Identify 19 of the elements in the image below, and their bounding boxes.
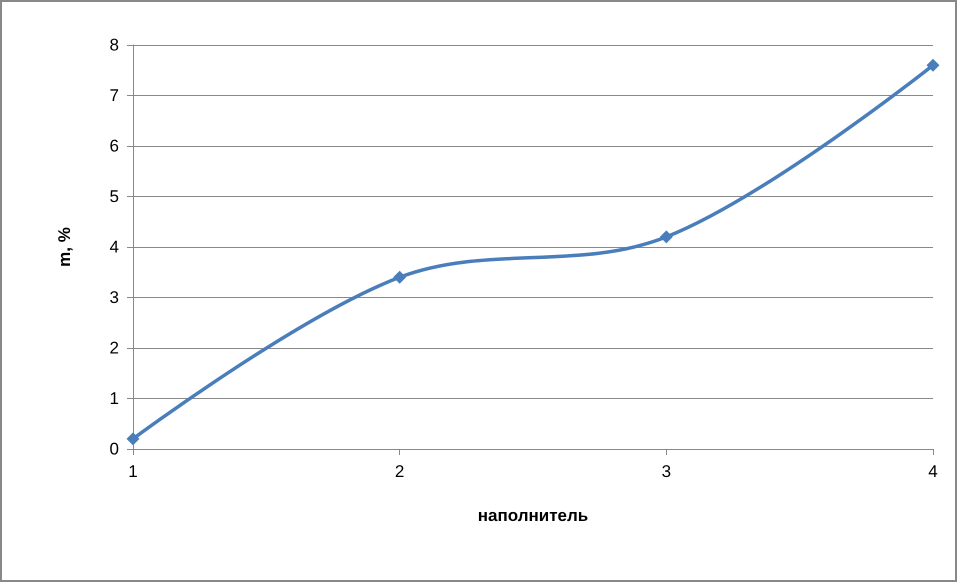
y-tick-label: 7 xyxy=(110,86,119,105)
x-tick-label: 4 xyxy=(928,462,938,481)
y-tick-label: 4 xyxy=(110,238,119,256)
y-tick-label: 6 xyxy=(110,136,119,156)
point xyxy=(126,432,140,446)
x-tick-label: 1 xyxy=(128,462,138,481)
point xyxy=(926,58,940,72)
point xyxy=(660,230,673,244)
y-tick-label: 3 xyxy=(110,288,119,307)
point xyxy=(393,270,406,284)
x-tick-label: 3 xyxy=(662,462,672,481)
y-tick-label: 1 xyxy=(110,389,119,408)
y-tick-label: 0 xyxy=(110,440,119,458)
y-axis-title: m, % xyxy=(55,227,74,267)
y-tick-label: 5 xyxy=(110,187,119,206)
x-tick-label: 2 xyxy=(394,462,404,481)
x-axis-title: наполнитель xyxy=(478,506,588,525)
y-tick-label: 2 xyxy=(110,338,119,358)
y-tick-label: 8 xyxy=(110,36,119,54)
